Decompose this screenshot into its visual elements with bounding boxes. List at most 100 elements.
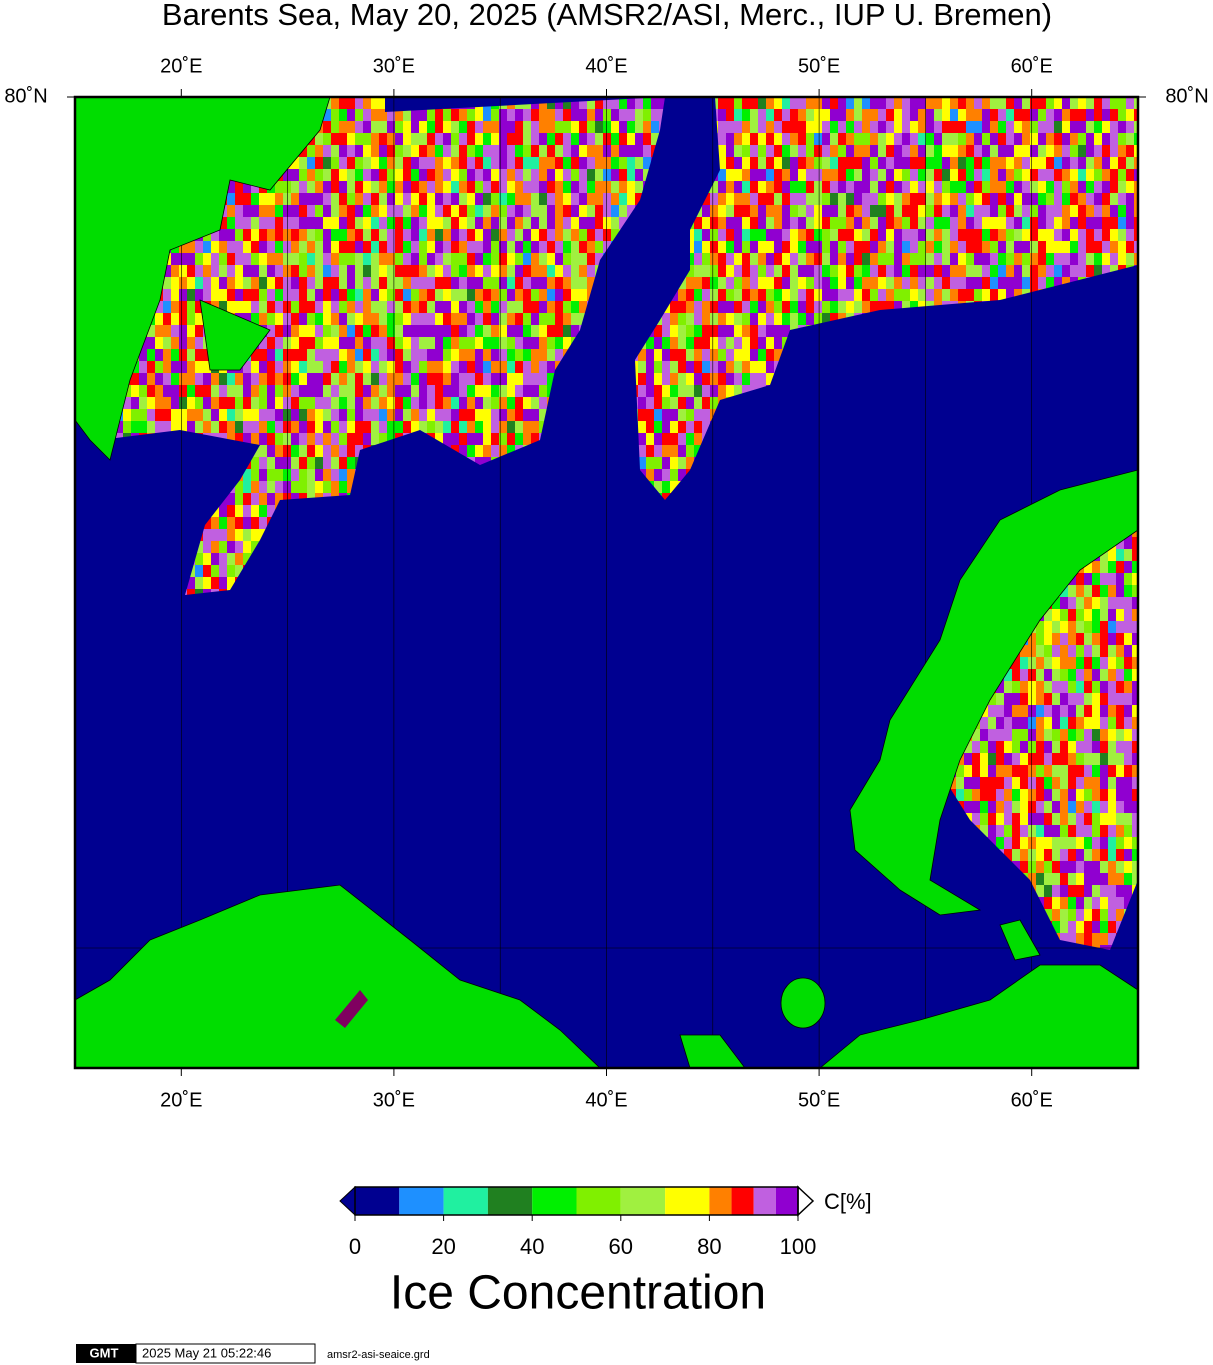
ice-cell [139, 409, 147, 421]
ice-cell [838, 301, 846, 313]
ice-cell [403, 409, 411, 421]
ice-cell [211, 229, 219, 241]
ice-cell [918, 193, 926, 205]
ice-cell [1086, 205, 1094, 217]
ice-cell [379, 265, 387, 277]
ice-cell [523, 121, 531, 133]
ice-cell [798, 289, 806, 301]
ice-cell [942, 241, 950, 253]
ice-cell [1006, 253, 1014, 265]
ice-cell [515, 349, 523, 361]
ice-cell [750, 313, 758, 325]
ice-cell [539, 373, 547, 385]
ice-cell [483, 433, 491, 445]
ice-cell [251, 361, 259, 373]
ice-cell [1110, 133, 1118, 145]
ice-cell [243, 397, 251, 409]
ice-cell [982, 253, 990, 265]
ice-cell [926, 217, 934, 229]
ice-cell [702, 385, 710, 397]
ice-cell [307, 445, 315, 457]
ice-cell [507, 229, 515, 241]
ice-cell [531, 361, 539, 373]
ice-cell [419, 169, 427, 181]
ice-cell [742, 265, 750, 277]
ice-cell [363, 337, 371, 349]
ice-cell [299, 361, 307, 373]
ice-cell [718, 217, 726, 229]
ice-cell [395, 133, 403, 145]
ice-cell [187, 589, 195, 595]
ice-cell [998, 217, 1006, 229]
ice-cell [782, 157, 790, 169]
ice-cell [299, 277, 307, 289]
ice-cell [579, 121, 587, 133]
ice-cell [347, 169, 355, 181]
ice-cell [315, 133, 323, 145]
ice-cell [499, 373, 507, 385]
ice-cell [291, 349, 299, 361]
ice-cell [387, 397, 395, 409]
ice-cell [307, 169, 315, 181]
ice-cell [1054, 229, 1062, 241]
ice-cell [339, 157, 347, 169]
ice-cell [267, 241, 275, 253]
ice-cell [734, 97, 742, 109]
ice-cell [251, 301, 259, 313]
ice-cell [475, 145, 483, 157]
ice-cell [774, 313, 782, 325]
ice-cell [379, 205, 387, 217]
ice-cell [483, 409, 491, 421]
ice-cell [235, 205, 243, 217]
ice-cell [323, 325, 331, 337]
ice-cell [702, 217, 710, 229]
ice-cell [235, 517, 243, 529]
ice-cell [670, 337, 678, 349]
ice-cell [782, 253, 790, 265]
ice-cell [910, 253, 918, 265]
ice-cell [555, 253, 563, 265]
ice-cell [219, 265, 227, 277]
ice-cell [339, 421, 347, 433]
ice-cell [750, 253, 758, 265]
ice-cell [547, 133, 555, 145]
ice-cell [603, 229, 611, 241]
ice-cell [443, 421, 451, 433]
ice-cell [1046, 97, 1054, 109]
ice-cell [403, 205, 411, 217]
ice-cell [227, 565, 235, 577]
ice-cell [339, 97, 347, 109]
ice-cell [491, 217, 499, 229]
ice-cell [654, 409, 662, 421]
ice-cell [702, 421, 710, 433]
ice-cell [726, 349, 734, 361]
ice-cell [886, 241, 894, 253]
ice-cell [347, 217, 355, 229]
ice-cell [427, 289, 435, 301]
ice-cell [766, 361, 774, 373]
ice-cell [291, 409, 299, 421]
ice-cell [227, 541, 235, 553]
ice-cell [1094, 217, 1102, 229]
ice-cell [267, 445, 275, 457]
ice-cell [139, 349, 147, 361]
ice-cell [782, 325, 790, 337]
ice-cell [710, 325, 718, 337]
ice-cell [1126, 145, 1134, 157]
ice-cell [491, 445, 499, 457]
ice-cell [627, 181, 635, 193]
ice-cell [862, 217, 870, 229]
ice-cell [1030, 217, 1038, 229]
ice-cell [894, 121, 902, 133]
ice-cell [267, 457, 275, 469]
ice-cell [635, 181, 643, 193]
ice-cell [942, 217, 950, 229]
ice-cell [958, 169, 966, 181]
ice-cell [1030, 193, 1038, 205]
ice-cell [651, 133, 659, 145]
ice-cell [798, 229, 806, 241]
ice-cell [702, 241, 710, 253]
ice-cell [982, 133, 990, 145]
ice-cell [798, 301, 806, 313]
ice-cell [427, 181, 435, 193]
